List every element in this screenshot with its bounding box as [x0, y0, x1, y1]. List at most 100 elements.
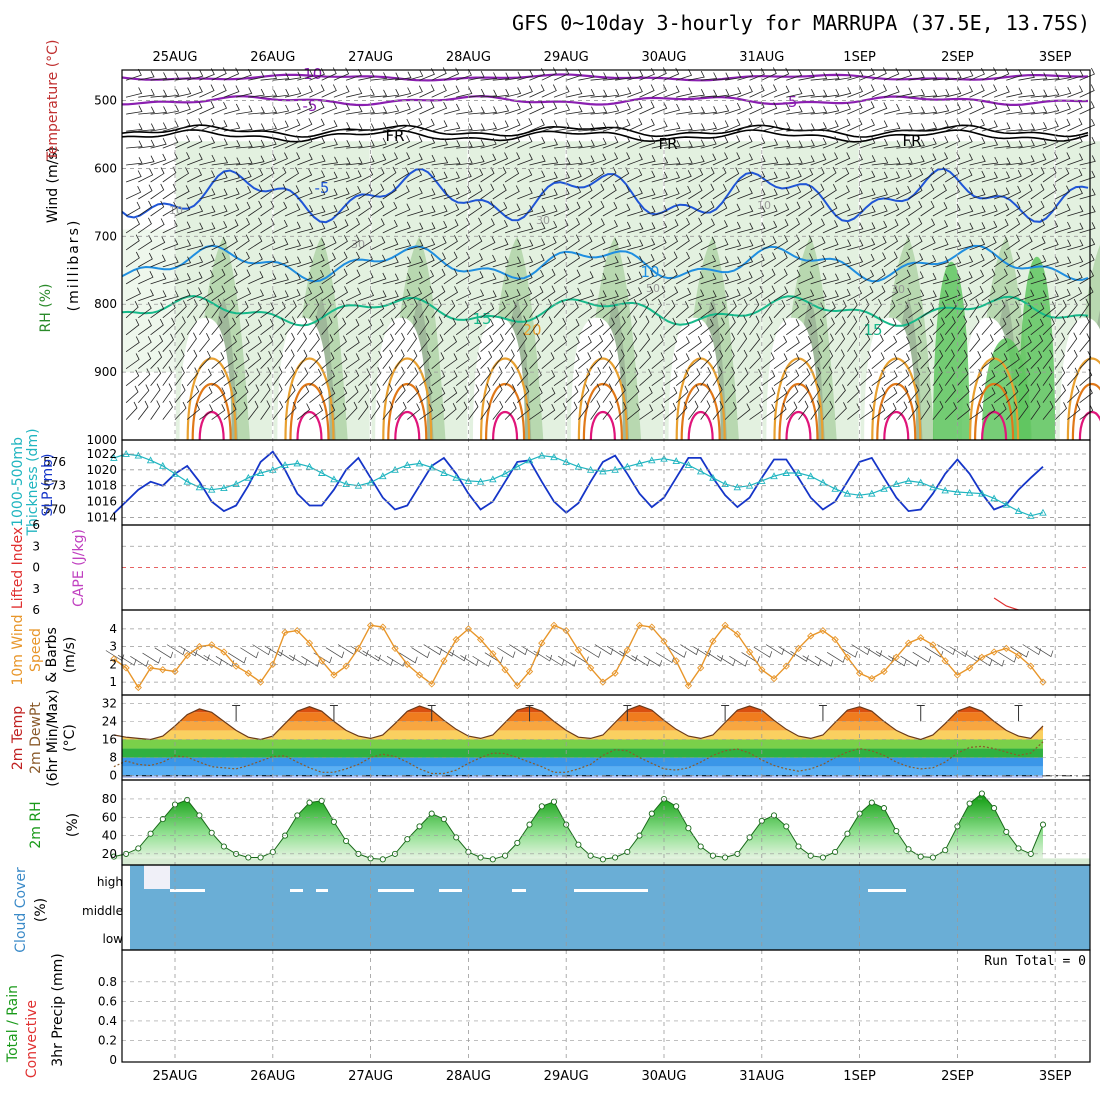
- rh2m-marker: [624, 848, 631, 856]
- wind-barb: [627, 385, 640, 403]
- wind-barb: [174, 256, 192, 268]
- wind-barb: [284, 239, 301, 251]
- wind10-barb: [875, 651, 895, 662]
- wind-barb: [908, 289, 925, 302]
- wind-barb: [370, 183, 385, 200]
- wind10-marker: [623, 646, 631, 654]
- wind-barb: [578, 217, 593, 234]
- wind-barb: [541, 334, 554, 352]
- wind-barb: [187, 153, 203, 166]
- wind-barb: [345, 201, 361, 217]
- wind-barb: [1079, 101, 1095, 115]
- wind-barb: [187, 168, 203, 183]
- wind-barb: [517, 85, 533, 98]
- wind-barb: [1054, 366, 1066, 386]
- wind-barb: [896, 185, 912, 200]
- warm-contour: [680, 382, 721, 441]
- thickness-tick: 576: [43, 455, 66, 469]
- wind-barb: [199, 368, 212, 386]
- wind-barb: [566, 87, 583, 98]
- wind-barb: [1079, 188, 1096, 200]
- wind-barb: [407, 403, 421, 420]
- wind-barb: [1006, 319, 1020, 336]
- thickness-marker: [440, 469, 448, 476]
- rh2m-marker: [648, 810, 655, 817]
- wind-barb: [125, 251, 140, 268]
- wind-barb: [859, 368, 873, 386]
- wind-barb: [468, 217, 483, 234]
- wind-barb: [944, 402, 957, 420]
- rh2m-marker: [746, 834, 753, 841]
- wind-barb: [859, 101, 875, 115]
- wind-barb: [614, 273, 631, 285]
- wind-barb: [969, 238, 986, 251]
- wind-barb: [712, 201, 728, 217]
- wind-barb: [700, 254, 717, 268]
- wind-barb: [822, 120, 839, 132]
- wind-barb: [248, 106, 265, 115]
- wind-barb: [614, 332, 625, 352]
- wind-barb: [138, 155, 155, 166]
- wind10-marker: [917, 634, 925, 642]
- wind-barb: [565, 369, 580, 387]
- wind-barb: [345, 251, 360, 268]
- wind-barb: [614, 402, 627, 420]
- thickness-marker: [794, 469, 803, 476]
- thickness-marker: [256, 469, 265, 476]
- wind-barb: [896, 140, 913, 149]
- wind-barb: [834, 118, 851, 132]
- wind-barb: [1055, 272, 1072, 285]
- wind-barb: [896, 301, 909, 319]
- wind-barb: [566, 123, 583, 132]
- wind-barb: [578, 235, 593, 251]
- wind-barb: [859, 155, 876, 166]
- wind-barb: [211, 205, 228, 217]
- wind-barb: [150, 183, 165, 200]
- wind-barb: [211, 334, 224, 352]
- wind-barb: [639, 315, 650, 336]
- wind-barb: [138, 217, 152, 234]
- wind-barb: [883, 171, 900, 183]
- wind-barb: [859, 386, 873, 404]
- wind-barb: [773, 187, 790, 200]
- wind-barb: [138, 123, 155, 132]
- thickness-marker: [427, 463, 436, 471]
- wind-barb: [309, 333, 320, 352]
- wind-barb: [822, 317, 835, 336]
- wind-barb: [626, 349, 638, 369]
- wind-barb: [382, 72, 400, 81]
- wind-barb: [663, 219, 679, 234]
- wind-barb: [737, 205, 754, 217]
- wind-barb: [994, 157, 1011, 166]
- chart-series: [110, 450, 1090, 863]
- warm-contour: [876, 382, 917, 441]
- wind-barb: [883, 122, 901, 132]
- rh2m-marker: [807, 852, 814, 859]
- wind-barb: [235, 170, 252, 183]
- wind-barb: [1042, 317, 1055, 336]
- wind-barb: [162, 400, 173, 420]
- wind-barb: [174, 152, 191, 166]
- wind-barb: [871, 120, 888, 132]
- wind-barb: [859, 205, 876, 217]
- wind-barb: [358, 400, 369, 420]
- wind-barb: [235, 234, 250, 251]
- wind-barb: [333, 268, 348, 285]
- rh2m-marker: [893, 827, 900, 835]
- rh2m-marker: [502, 852, 509, 859]
- rh2m-marker: [538, 803, 545, 810]
- wind-barb: [993, 203, 1010, 217]
- wind10-barb: [142, 652, 161, 664]
- wind10-barb: [668, 647, 687, 658]
- wind-barb: [590, 200, 605, 217]
- wind-barb: [1079, 269, 1095, 285]
- wind-barb: [211, 171, 228, 183]
- wind-barb: [248, 168, 264, 183]
- wind10-marker: [660, 637, 668, 645]
- wind-barb: [639, 386, 653, 404]
- wind-barb: [749, 315, 760, 336]
- wind10-barb: [521, 645, 540, 657]
- wind-barb: [1030, 218, 1046, 234]
- wind-barb: [749, 350, 762, 369]
- thickness-marker: [501, 469, 509, 477]
